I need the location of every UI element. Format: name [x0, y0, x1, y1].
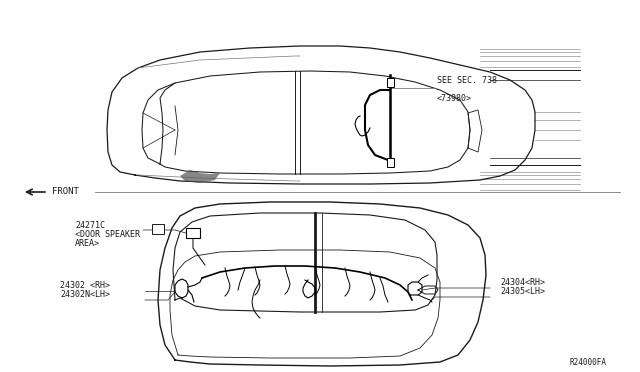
- Bar: [387, 78, 394, 87]
- Bar: [387, 158, 394, 167]
- Text: 24271C: 24271C: [75, 221, 105, 230]
- Bar: [152, 224, 164, 234]
- Text: 24302N<LH>: 24302N<LH>: [60, 290, 110, 299]
- Text: SEE SEC. 738: SEE SEC. 738: [437, 76, 497, 85]
- Text: AREA>: AREA>: [75, 239, 100, 248]
- Text: <73980>: <73980>: [437, 94, 472, 103]
- Text: 24305<LH>: 24305<LH>: [500, 287, 545, 296]
- Text: R24000FA: R24000FA: [570, 358, 607, 367]
- Text: 24304<RH>: 24304<RH>: [500, 278, 545, 287]
- Text: <DOOR SPEAKER: <DOOR SPEAKER: [75, 230, 140, 239]
- Text: FRONT: FRONT: [52, 187, 79, 196]
- Bar: [186, 228, 200, 238]
- Text: 24302 <RH>: 24302 <RH>: [60, 281, 110, 290]
- Polygon shape: [180, 170, 220, 183]
